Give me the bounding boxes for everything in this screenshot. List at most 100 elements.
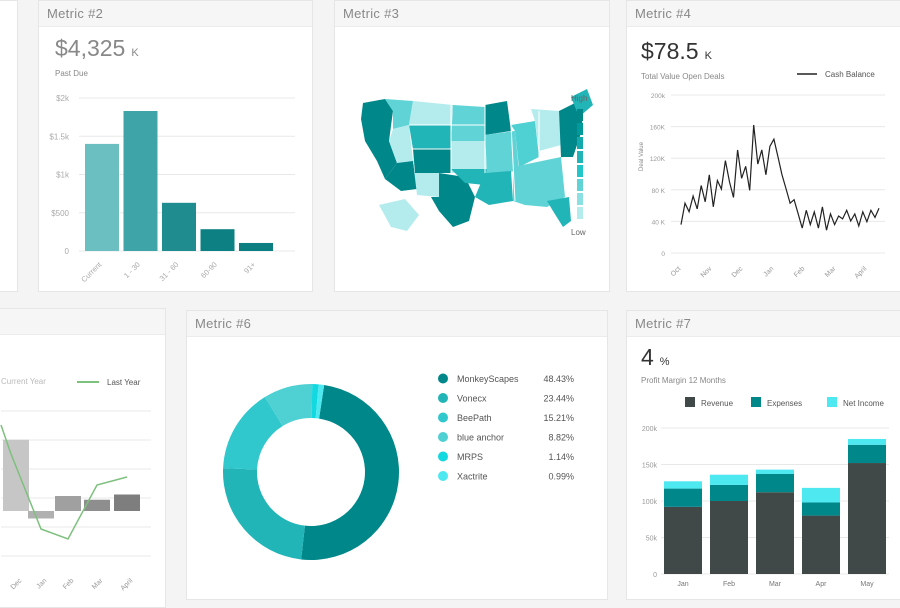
m6-slice[interactable] xyxy=(264,384,313,427)
m7-legend-swatch xyxy=(751,397,761,407)
state-ia-mo xyxy=(485,131,519,173)
m7-ytick: 100k xyxy=(642,499,658,506)
m7-ytick: 0 xyxy=(653,572,657,579)
m6-legend-label: BeePath xyxy=(457,413,492,423)
m5-bar[interactable] xyxy=(84,499,110,511)
m2-xlabel: 31 - 60 xyxy=(158,260,181,283)
m7-bar-segment[interactable] xyxy=(756,469,794,474)
state-la-ar xyxy=(475,171,513,205)
m6-legend-dot xyxy=(438,373,448,384)
m7-bar-segment[interactable] xyxy=(848,463,886,574)
state-dakotas xyxy=(451,105,485,141)
m6-legend-value: 48.43% xyxy=(543,374,574,384)
m6-legend-dot xyxy=(438,412,448,423)
m4-line-series[interactable] xyxy=(680,124,880,231)
state-nw xyxy=(385,99,413,129)
metric2-title: Metric #2 xyxy=(39,1,312,27)
state-mn xyxy=(485,101,511,135)
m7-bar-segment[interactable] xyxy=(848,438,886,445)
m2-ytick: 0 xyxy=(65,247,70,256)
m5-line-series[interactable] xyxy=(0,424,128,540)
m2-ytick: $1.5k xyxy=(49,132,70,141)
m7-ytick: 150k xyxy=(642,463,658,470)
metric7-subtitle: Profit Margin 12 Months xyxy=(641,376,726,385)
m2-ytick: $2k xyxy=(56,94,70,103)
metric2-value: $4,325 xyxy=(55,35,126,61)
m7-legend-swatch xyxy=(685,397,695,407)
metric5-legend-last: Last Year xyxy=(107,378,141,387)
m4-xlabel: Nov xyxy=(700,265,714,279)
map-legend-swatch-7 xyxy=(577,193,583,205)
metric4-subtitle: Total Value Open Deals xyxy=(641,72,725,81)
m6-legend-label: Xactrite xyxy=(457,472,488,482)
m7-bar-segment[interactable] xyxy=(710,501,748,574)
m6-legend-value: 0.99% xyxy=(548,472,574,482)
metric6-title: Metric #6 xyxy=(187,311,607,337)
m2-bar[interactable] xyxy=(239,242,273,251)
m6-legend-value: 23.44% xyxy=(543,394,574,404)
m7-legend-label: Expenses xyxy=(767,399,802,408)
m2-bar[interactable] xyxy=(85,143,119,251)
m4-xlabel: Feb xyxy=(793,265,807,279)
metric5-card: Current Year Last Year Dec Jan Feb Mar April xyxy=(0,308,166,608)
m5-bar[interactable] xyxy=(114,494,140,512)
m2-bar[interactable] xyxy=(123,111,158,251)
m5-bar[interactable] xyxy=(3,439,29,511)
m2-ytick: $1k xyxy=(56,171,70,180)
m5-bar[interactable] xyxy=(28,511,54,519)
m7-bar-segment[interactable] xyxy=(710,484,748,501)
m4-ytick: 200k xyxy=(651,93,666,100)
metric5-legend-current: Current Year xyxy=(1,377,46,386)
state-fl xyxy=(547,197,571,227)
m6-slice[interactable] xyxy=(311,384,319,419)
m6-legend-dot xyxy=(438,393,448,403)
line-legend-label: Cash Balance xyxy=(825,70,875,79)
m5-xlabel: Dec xyxy=(10,577,24,591)
map-legend-swatch-2 xyxy=(577,123,583,135)
m7-legend-swatch xyxy=(827,397,837,407)
m2-bar[interactable] xyxy=(200,229,235,251)
m7-xlabel: Feb xyxy=(723,581,735,588)
m7-bar-segment[interactable] xyxy=(802,515,840,574)
metric4-ylabel: Deal Value xyxy=(639,141,645,171)
metric7-unit: % xyxy=(659,356,670,368)
m6-legend-label: blue anchor xyxy=(457,433,504,443)
m4-xlabel: Mar xyxy=(824,265,838,279)
m7-bar-segment[interactable] xyxy=(802,502,840,516)
m7-bar-segment[interactable] xyxy=(756,473,794,493)
m2-bar[interactable] xyxy=(162,202,196,251)
m7-legend-label: Revenue xyxy=(701,399,734,408)
map-legend-swatch-6 xyxy=(577,179,583,191)
m4-ytick: 40 K xyxy=(652,219,666,226)
us-choropleth-map: High Low xyxy=(361,89,593,237)
m5-bar[interactable] xyxy=(55,496,81,511)
m4-xlabel: Jan xyxy=(762,265,775,278)
m4-xlabel: Oct xyxy=(670,265,683,278)
m6-legend-dot xyxy=(438,471,448,481)
m6-slice[interactable] xyxy=(223,397,283,470)
m7-bar-segment[interactable] xyxy=(710,474,748,485)
m7-bar-segment[interactable] xyxy=(802,487,840,503)
metric7-value-block: 4% xyxy=(641,344,670,371)
state-il-in xyxy=(511,121,539,167)
m2-xlabel: Current xyxy=(79,259,104,284)
m6-legend-label: MonkeyScapes xyxy=(457,374,519,384)
m6-slice[interactable] xyxy=(315,384,325,419)
m7-bar-segment[interactable] xyxy=(664,481,702,489)
state-south xyxy=(513,157,565,207)
m7-bar-segment[interactable] xyxy=(848,444,886,464)
m4-ytick: 80 K xyxy=(652,188,666,195)
m5-xlabel: April xyxy=(120,577,135,592)
map-legend-swatch-8 xyxy=(577,207,583,219)
m6-slice[interactable] xyxy=(301,384,400,560)
m7-bar-segment[interactable] xyxy=(664,506,702,574)
state-west xyxy=(361,99,397,179)
m5-xlabel: Mar xyxy=(91,577,105,591)
m7-bar-segment[interactable] xyxy=(756,492,794,574)
m7-bar-segment[interactable] xyxy=(664,488,702,507)
map-legend-swatch-5 xyxy=(577,165,583,177)
m6-legend-value: 8.82% xyxy=(548,433,574,443)
m6-legend-label: Vonecx xyxy=(457,394,487,404)
metric2-card: Metric #2 $4,325 K Past Due $2k $1.5k $1k $5… xyxy=(38,0,313,292)
m6-slice[interactable] xyxy=(222,468,305,560)
